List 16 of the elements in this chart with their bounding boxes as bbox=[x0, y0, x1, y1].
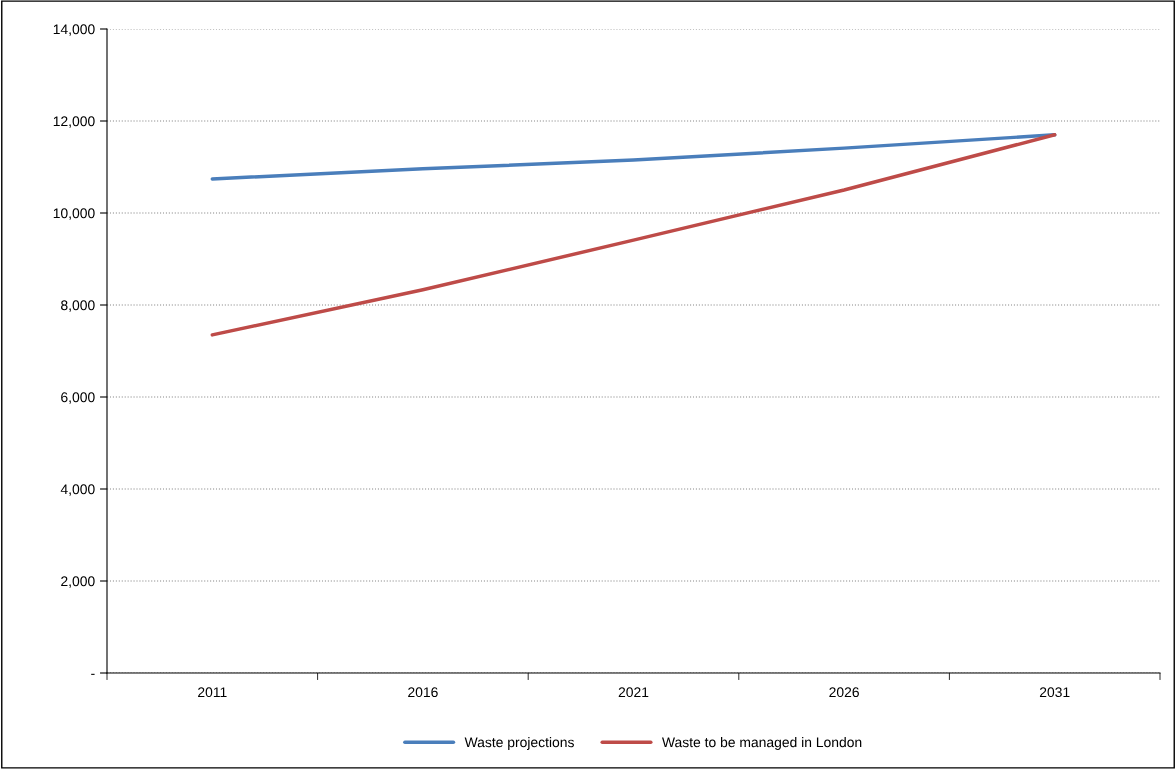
x-tick-label: 2026 bbox=[829, 687, 859, 698]
y-tick-label: 14,000 bbox=[53, 24, 95, 36]
y-tick-label: 4,000 bbox=[60, 484, 95, 496]
x-tick-label: 2031 bbox=[1039, 687, 1070, 698]
x-tick-label: 2016 bbox=[408, 687, 438, 698]
y-tick-label: 12,000 bbox=[53, 116, 95, 128]
x-tick-label: 2021 bbox=[618, 687, 649, 698]
line-series bbox=[210, 133, 1057, 337]
y-tick-label: 10,000 bbox=[53, 208, 95, 220]
x-tick-label: 2011 bbox=[198, 687, 227, 698]
y-tick-label: 8,000 bbox=[61, 300, 95, 312]
y-tick-label: 2,000 bbox=[61, 576, 95, 588]
legend-label: Waste projections bbox=[464, 737, 574, 750]
y-tick-label: - bbox=[91, 673, 95, 675]
legend-label: Waste to be managed in London bbox=[661, 737, 862, 750]
y-tick-label: 6,000 bbox=[61, 392, 95, 404]
